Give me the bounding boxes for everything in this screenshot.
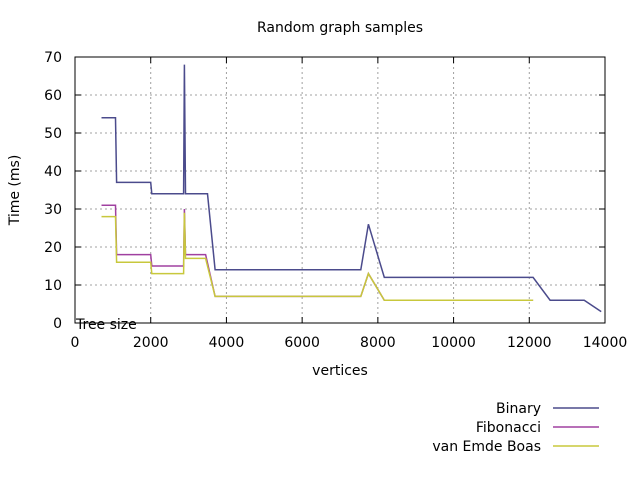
x-tick-label: 10000 [431, 335, 476, 351]
chart-title: Random graph samples [257, 20, 423, 36]
plot-border [74, 56, 606, 324]
y-tick-label: 10 [44, 278, 62, 294]
x-axis-label: vertices [312, 363, 368, 379]
y-tick-label: 20 [44, 240, 62, 256]
legend: Binary Fibonacci van Emde Boas [432, 401, 599, 455]
legend-label: Fibonacci [476, 420, 541, 436]
y-tick-label: 50 [44, 126, 62, 142]
x-tick-label: 2000 [133, 335, 169, 351]
x-tick-label: 8000 [360, 335, 396, 351]
series-line [101, 212, 534, 301]
tree-size-annotation: Tree size [75, 317, 137, 333]
legend-label: Binary [496, 401, 541, 417]
y-tick-label: 0 [53, 316, 62, 332]
y-tick-label: 70 [44, 50, 62, 66]
y-axis-label: Time (ms) [7, 155, 23, 227]
series-line [101, 64, 602, 313]
series-line [101, 204, 534, 301]
x-tick-label: 12000 [507, 335, 552, 351]
x-tick-label: 4000 [209, 335, 245, 351]
y-tick-label: 60 [44, 88, 62, 104]
x-tick-label: 14000 [583, 335, 628, 351]
series-lines [101, 64, 602, 313]
y-tick-label: 30 [44, 202, 62, 218]
legend-label: van Emde Boas [432, 439, 541, 455]
x-tick-label: 0 [71, 335, 80, 351]
x-tick-label: 6000 [284, 335, 320, 351]
grid [75, 57, 605, 323]
y-tick-label: 40 [44, 164, 62, 180]
axis-ticks: 0 2000 4000 6000 8000 10000 12000 14000 0 10 20 30 4… [44, 50, 627, 351]
